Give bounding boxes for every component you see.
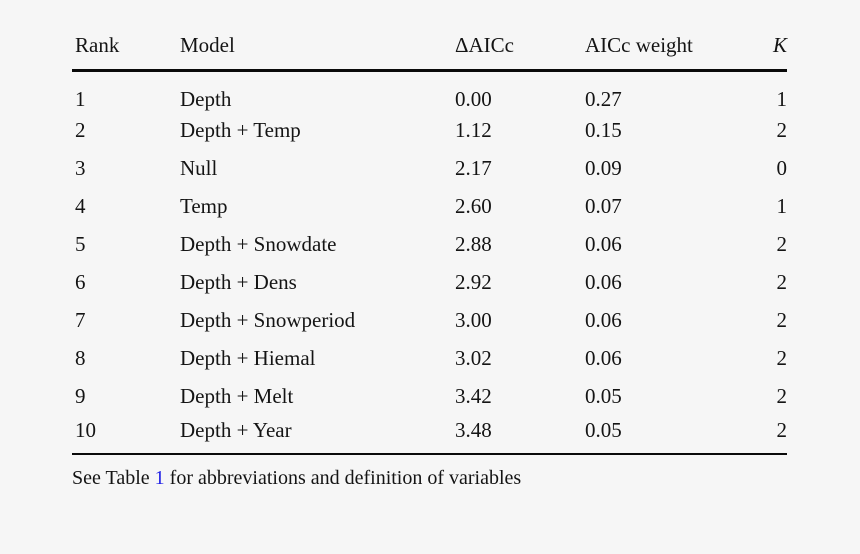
cell-delta-aicc: 3.00 <box>455 308 492 332</box>
cell-k: 1 <box>776 194 788 218</box>
cell-aicc-weight: 0.09 <box>585 156 622 180</box>
table-row: 8 Depth + Hiemal 3.02 0.06 2 <box>72 340 787 378</box>
col-header-k: K <box>735 0 787 72</box>
cell-aicc-weight: 0.27 <box>585 86 622 111</box>
cell-model: Depth + Hiemal <box>180 346 316 370</box>
cell-model: Depth + Snowperiod <box>180 308 356 332</box>
cell-rank: 5 <box>75 232 86 256</box>
cell-k: 2 <box>776 384 788 408</box>
cell-aicc-weight: 0.06 <box>585 346 622 370</box>
table-footnote: See Table 1 for abbreviations and defini… <box>72 466 787 490</box>
table-header: Rank Model ΔAICc AICc weight K <box>72 0 787 72</box>
table-row: 1 Depth 0.00 0.27 1 <box>72 70 787 112</box>
table-row: 6 Depth + Dens 2.92 0.06 2 <box>72 264 787 302</box>
cell-k: 2 <box>776 232 788 256</box>
table-row: 2 Depth + Temp 1.12 0.15 2 <box>72 112 787 150</box>
cell-k: 2 <box>776 346 788 370</box>
cell-k: 0 <box>776 156 788 180</box>
header-row: Rank Model ΔAICc AICc weight K <box>72 0 787 72</box>
cell-rank: 7 <box>75 308 86 332</box>
table-row: 7 Depth + Snowperiod 3.00 0.06 2 <box>72 302 787 340</box>
table-row: 10 Depth + Year 3.48 0.05 2 <box>72 415 787 455</box>
cell-aicc-weight: 0.05 <box>585 415 735 455</box>
cell-aicc-weight: 0.15 <box>585 118 622 142</box>
cell-model: Depth + Temp <box>180 118 301 142</box>
footnote-text-before: See Table <box>72 466 155 489</box>
col-header-rank: Rank <box>72 0 180 72</box>
table-1-link[interactable]: 1 <box>154 466 165 489</box>
cell-aicc-weight: 0.06 <box>585 270 622 294</box>
cell-rank: 2 <box>75 118 86 142</box>
cell-aicc-weight: 0.05 <box>585 384 622 408</box>
cell-rank: 3 <box>75 156 86 180</box>
cell-model: Depth <box>180 86 232 111</box>
table-body: 1 Depth 0.00 0.27 1 2 Depth + Temp 1.12 … <box>72 70 787 455</box>
cell-k: 2 <box>776 308 788 332</box>
cell-model: Depth + Dens <box>180 270 297 294</box>
cell-model: Null <box>180 156 218 180</box>
cell-delta-aicc: 3.02 <box>455 346 492 370</box>
col-header-delta-aicc: ΔAICc <box>455 0 585 72</box>
cell-aicc-weight: 0.06 <box>585 308 622 332</box>
table-row: 3 Null 2.17 0.09 0 <box>72 150 787 188</box>
cell-rank: 1 <box>75 86 86 111</box>
cell-model: Temp <box>180 194 228 218</box>
cell-model: Depth + Snowdate <box>180 232 337 256</box>
cell-rank: 9 <box>75 384 86 408</box>
table-row: 5 Depth + Snowdate 2.88 0.06 2 <box>72 226 787 264</box>
model-selection-table: Rank Model ΔAICc AICc weight K 1 Depth 0… <box>72 0 787 455</box>
cell-delta-aicc: 2.92 <box>455 270 492 294</box>
cell-k: 2 <box>776 118 788 142</box>
col-header-aicc-weight: AICc weight <box>585 0 735 72</box>
cell-aicc-weight: 0.07 <box>585 194 622 218</box>
cell-delta-aicc: 2.17 <box>455 156 492 180</box>
table-row: 4 Temp 2.60 0.07 1 <box>72 188 787 226</box>
cell-delta-aicc: 0.00 <box>455 86 492 111</box>
model-selection-table-container: Rank Model ΔAICc AICc weight K 1 Depth 0… <box>72 0 787 490</box>
cell-delta-aicc: 1.12 <box>455 118 492 142</box>
cell-k: 2 <box>776 270 788 294</box>
cell-delta-aicc: 2.88 <box>455 232 492 256</box>
cell-rank: 10 <box>72 415 180 455</box>
cell-rank: 8 <box>75 346 86 370</box>
cell-aicc-weight: 0.06 <box>585 232 622 256</box>
cell-delta-aicc: 3.42 <box>455 384 492 408</box>
cell-k: 1 <box>776 86 788 111</box>
cell-model: Depth + Year <box>180 415 455 455</box>
cell-rank: 6 <box>75 270 86 294</box>
table-row: 9 Depth + Melt 3.42 0.05 2 <box>72 378 787 416</box>
cell-k: 2 <box>735 415 787 455</box>
cell-rank: 4 <box>75 194 86 218</box>
cell-model: Depth + Melt <box>180 384 294 408</box>
cell-delta-aicc: 3.48 <box>455 415 585 455</box>
col-header-model: Model <box>180 0 455 72</box>
cell-delta-aicc: 2.60 <box>455 194 492 218</box>
footnote-text-after: for abbreviations and definition of vari… <box>164 466 522 489</box>
